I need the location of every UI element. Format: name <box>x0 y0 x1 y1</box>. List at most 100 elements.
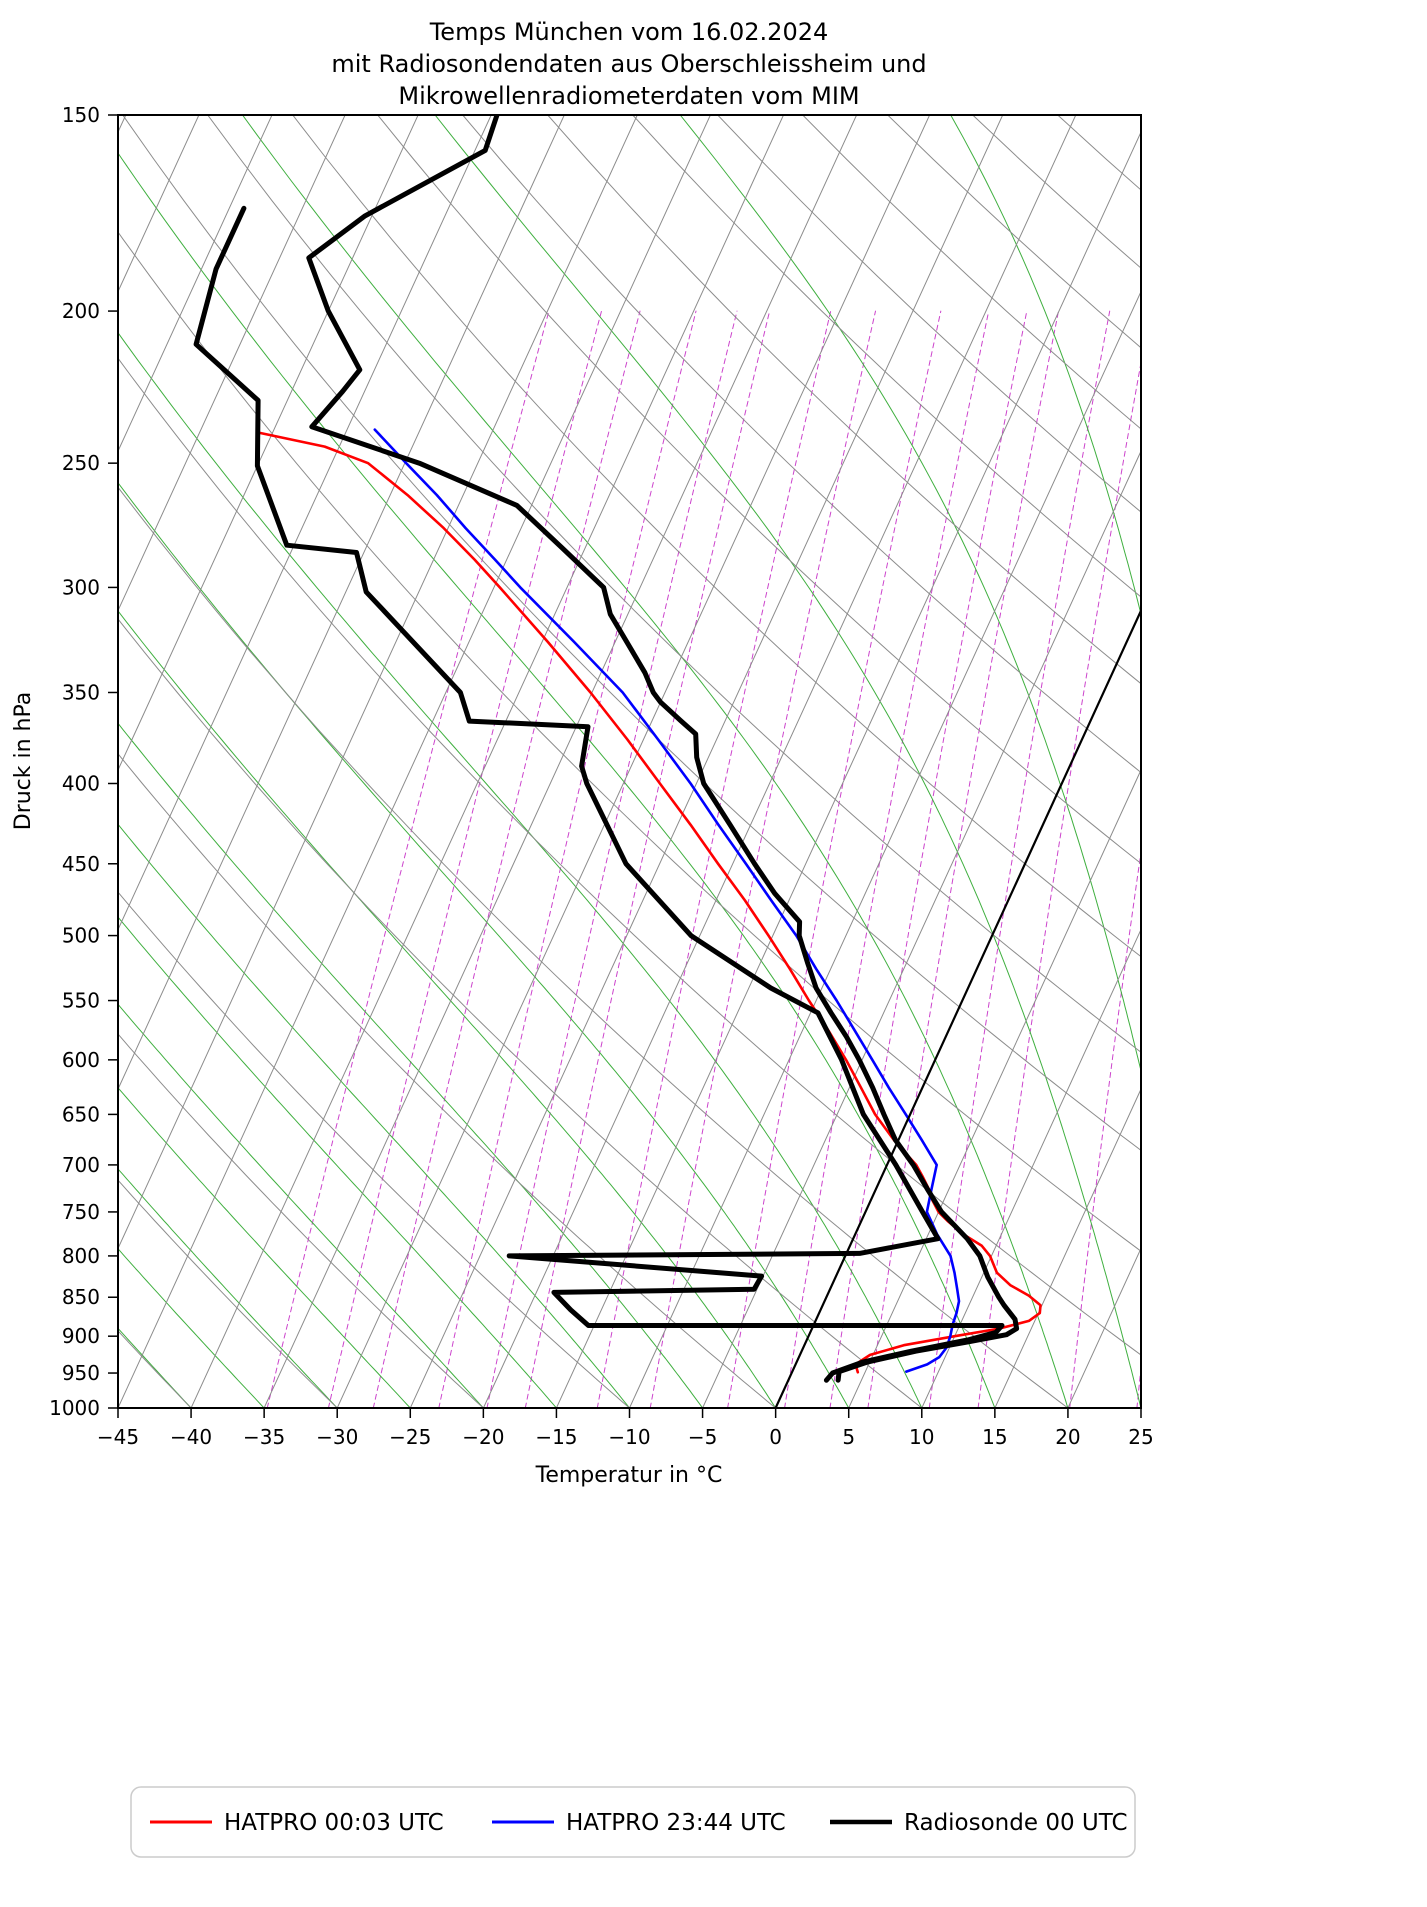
x-tick-label: 10 <box>909 1425 934 1449</box>
isotherm-line <box>118 115 346 612</box>
y-tick-label: 450 <box>62 852 100 876</box>
y-tick-label: 900 <box>62 1324 100 1348</box>
isotherm-line <box>118 115 273 453</box>
dry-adiabat-line <box>118 752 777 1408</box>
mixing-ratio-line <box>486 310 738 1408</box>
dry-adiabat-line <box>887 115 1141 349</box>
y-tick-label: 200 <box>62 299 100 323</box>
isotherm-line <box>263 115 858 1408</box>
isotherm-line <box>1140 1406 1141 1408</box>
x-tick-label: −20 <box>462 1425 504 1449</box>
mixing-ratio-line <box>1136 1362 1141 1408</box>
x-tick-label: −25 <box>389 1425 431 1449</box>
mixing-ratio-line <box>727 310 942 1408</box>
isotherm-line <box>118 115 638 1250</box>
mixing-ratio-line <box>977 360 1141 1408</box>
isotherm-line <box>409 115 1004 1408</box>
y-tick-label: 150 <box>62 103 100 127</box>
isotherm-line <box>482 115 1077 1408</box>
isotherm-line <box>921 928 1141 1408</box>
x-tick-label: 5 <box>842 1425 855 1449</box>
dry-adiabat-line <box>118 357 1141 1356</box>
moist-adiabat-line <box>118 1168 338 1408</box>
legend-label-hatpro-2344: HATPRO 23:44 UTC <box>566 1810 786 1836</box>
mixing-ratio-line <box>1069 849 1141 1408</box>
legend-label-hatpro-0003: HATPRO 00:03 UTC <box>224 1810 444 1836</box>
isotherm-line <box>118 115 492 931</box>
x-tick-label: 25 <box>1128 1425 1153 1449</box>
isotherm-line <box>118 115 419 772</box>
x-tick-label: 15 <box>982 1425 1007 1449</box>
profile-lines <box>193 115 1141 1408</box>
y-tick-label: 950 <box>62 1361 100 1385</box>
x-axis-ticks: −45 −40 −35 −30 −25 −20 −15 −10 −5 0 5 10 15 20 25 <box>97 1408 1154 1449</box>
moist-adiabat-line <box>434 115 1141 1408</box>
dry-adiabat-line <box>118 1179 338 1408</box>
isotherm-line <box>118 115 565 1091</box>
y-tick-label: 1000 <box>49 1396 100 1420</box>
y-tick-label: 550 <box>62 989 100 1013</box>
y-tick-label: 850 <box>62 1285 100 1309</box>
isotherm-line <box>1214 115 1427 1408</box>
mixing-ratio-line <box>372 310 641 1408</box>
dry-adiabat-line <box>118 891 630 1408</box>
isotherm-line <box>702 449 1141 1408</box>
dry-adiabat-line <box>547 115 1141 685</box>
moist-adiabat-line <box>118 1003 484 1408</box>
moist-adiabat-line <box>118 152 996 1408</box>
mixing-ratio-line <box>867 310 1059 1408</box>
isotherm-line <box>1067 1247 1141 1408</box>
profile-zero-isotherm <box>774 608 1141 1408</box>
dry-adiabat-line <box>118 486 1069 1408</box>
isotherm-grid <box>118 115 1427 1408</box>
isotherm-line <box>848 768 1141 1408</box>
chart-title-line2: mit Radiosondendaten aus Oberschleisshei… <box>331 50 926 78</box>
mixing-ratio-line <box>327 310 602 1408</box>
y-tick-label: 650 <box>62 1102 100 1126</box>
dry-adiabat-line <box>1398 115 1427 1408</box>
y-tick-label: 600 <box>62 1048 100 1072</box>
isotherm-line <box>1287 115 1427 1408</box>
legend-label-radiosonde: Radiosonde 00 UTC <box>904 1810 1128 1836</box>
dry-adiabat-line <box>462 115 1141 774</box>
moist-adiabat-line <box>118 1248 265 1408</box>
moist-adiabat-line <box>679 115 1141 1073</box>
dry-adiabat-line <box>972 115 1141 269</box>
dry-adiabat-line <box>1143 115 1427 1408</box>
dry-adiabat-line <box>118 618 923 1408</box>
x-tick-label: −10 <box>608 1425 650 1449</box>
profile-radiosonde-dewpoint <box>193 205 1005 1383</box>
mixing-ratio-line <box>829 310 1028 1408</box>
y-tick-label: 800 <box>62 1244 100 1268</box>
dry-adiabat-line <box>802 115 1141 430</box>
moist-adiabat-line <box>118 823 630 1408</box>
y-tick-label: 250 <box>62 451 100 475</box>
x-tick-label: 0 <box>769 1425 782 1449</box>
x-tick-label: −15 <box>535 1425 577 1449</box>
chart-title-line1: Temps München vom 16.02.2024 <box>429 18 829 46</box>
moist-adiabat-line <box>118 331 923 1408</box>
dry-adiabat-line <box>632 115 1141 598</box>
dry-adiabat-line <box>1228 115 1427 1408</box>
dry-adiabat-line <box>1313 115 1427 1408</box>
isotherm-line <box>336 115 931 1408</box>
x-tick-label: −5 <box>688 1425 717 1449</box>
y-tick-label: 300 <box>62 575 100 599</box>
dry-adiabat-line <box>1057 115 1141 191</box>
isotherm-line <box>118 115 711 1408</box>
y-axis-ticks: 150 200 250 300 350 400 450 500 550 600 650 700 750 8… <box>49 103 118 1420</box>
mixing-ratio-line <box>524 310 771 1408</box>
y-tick-label: 400 <box>62 771 100 795</box>
x-tick-label: 20 <box>1055 1425 1080 1449</box>
isotherm-line <box>1360 115 1427 1408</box>
moist-adiabat-line <box>118 610 777 1408</box>
legend: HATPRO 00:03 UTC HATPRO 23:44 UTC Radios… <box>130 1786 1136 1858</box>
mixing-ratio-line <box>596 310 832 1408</box>
dry-adiabat-grid <box>118 115 1427 1408</box>
moist-adiabat-line <box>950 115 1141 617</box>
y-tick-label: 350 <box>62 680 100 704</box>
mixing-ratio-line <box>784 310 990 1408</box>
y-tick-label: 700 <box>62 1153 100 1177</box>
dry-adiabat-line <box>207 115 1141 1053</box>
